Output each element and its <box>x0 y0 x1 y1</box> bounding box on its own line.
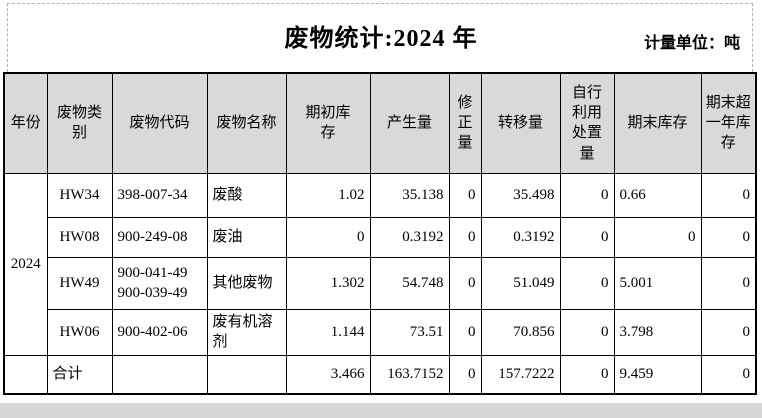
unit-label: 计量单位：吨 <box>643 35 740 52</box>
total-label-cell: 合计 <box>46 354 113 395</box>
col-header-generated: 产生量 <box>369 72 450 174</box>
total-closing: 9.459 <box>613 354 702 395</box>
total-generated: 163.7152 <box>369 354 450 395</box>
year-cell: 2024 <box>3 172 48 356</box>
cell-corrected: 0 <box>448 216 482 258</box>
canvas-background-strip <box>0 403 762 418</box>
cell-over-one-year: 0 <box>700 172 757 218</box>
total-self-disposed: 0 <box>559 354 615 395</box>
col-header-transferred: 转移量 <box>480 72 561 174</box>
cell-generated: 0.3192 <box>369 216 450 258</box>
header-row: 年份 废物类 别 废物代码 废物名称 期初库 存 产生量 修 正 量 转移量 自… <box>3 72 757 174</box>
total-year-cell-empty <box>3 354 48 395</box>
cell-over-one-year: 0 <box>700 216 757 258</box>
cell-generated: 73.51 <box>369 308 450 356</box>
col-header-name: 废物名称 <box>206 72 287 174</box>
total-name-cell-empty <box>206 354 287 395</box>
cell-transferred: 70.856 <box>480 308 561 356</box>
cell-opening: 1.02 <box>285 172 371 218</box>
cell-closing: 0 <box>613 216 702 258</box>
page-title: 废物统计:2024 年 <box>284 26 478 52</box>
cell-transferred: 0.3192 <box>480 216 561 258</box>
col-header-code: 废物代码 <box>111 72 208 174</box>
total-code-cell-empty <box>111 354 208 395</box>
col-header-closing: 期末库存 <box>613 72 702 174</box>
cell-closing: 3.798 <box>613 308 702 356</box>
cell-opening: 1.302 <box>285 256 371 310</box>
cell-corrected: 0 <box>448 172 482 218</box>
cell-generated: 54.748 <box>369 256 450 310</box>
cell-self-disposed: 0 <box>559 256 615 310</box>
cell-code: 900-402-06 <box>111 308 208 356</box>
col-header-year: 年份 <box>3 72 48 174</box>
cell-self-disposed: 0 <box>559 216 615 258</box>
col-header-self-disposed: 自行 利用 处置 量 <box>559 72 615 174</box>
cell-category: HW08 <box>46 216 113 258</box>
total-opening: 3.466 <box>285 354 371 395</box>
cell-closing: 5.001 <box>613 256 702 310</box>
col-header-opening: 期初库 存 <box>285 72 371 174</box>
table-row: HW06 900-402-06 废有机溶 剂 1.144 73.51 0 70.… <box>4 308 757 356</box>
cell-name: 废有机溶 剂 <box>206 308 287 356</box>
cell-transferred: 35.498 <box>480 172 561 218</box>
cell-category: HW34 <box>46 172 113 218</box>
col-header-category: 废物类 别 <box>46 72 113 174</box>
cell-closing: 0.66 <box>613 172 702 218</box>
table-row: HW49 900-041-49 900-039-49 其他废物 1.302 54… <box>4 256 757 310</box>
cell-corrected: 0 <box>448 308 482 356</box>
cell-generated: 35.138 <box>369 172 450 218</box>
cell-code: 398-007-34 <box>111 172 208 218</box>
total-transferred: 157.7222 <box>480 354 561 395</box>
waste-statistics-table: 年份 废物类 别 废物代码 废物名称 期初库 存 产生量 修 正 量 转移量 自… <box>3 72 757 395</box>
cell-code: 900-041-49 900-039-49 <box>111 256 208 310</box>
cell-name: 废油 <box>206 216 287 258</box>
table-row: 2024 HW34 398-007-34 废酸 1.02 35.138 0 35… <box>3 172 757 356</box>
table-row: HW08 900-249-08 废油 0 0.3192 0 0.3192 0 0… <box>4 216 757 258</box>
cell-opening: 0 <box>285 216 371 258</box>
cell-corrected: 0 <box>448 256 482 310</box>
cell-self-disposed: 0 <box>559 308 615 356</box>
total-corrected: 0 <box>448 354 482 395</box>
cell-self-disposed: 0 <box>559 172 615 218</box>
cell-category: HW06 <box>46 308 113 356</box>
cell-over-one-year: 0 <box>700 256 757 310</box>
cell-category: HW49 <box>46 256 113 310</box>
col-header-over-one-year: 期末超 一年库 存 <box>700 72 757 174</box>
cell-name: 废酸 <box>206 172 287 218</box>
cell-name: 其他废物 <box>206 256 287 310</box>
cell-over-one-year: 0 <box>700 308 757 356</box>
col-header-corrected: 修 正 量 <box>448 72 482 174</box>
total-row: 合计 3.466 163.7152 0 157.7222 0 9.459 0 <box>3 354 757 395</box>
cell-code: 900-249-08 <box>111 216 208 258</box>
cell-opening: 1.144 <box>285 308 371 356</box>
total-over-one-year: 0 <box>700 354 757 395</box>
cell-transferred: 51.049 <box>480 256 561 310</box>
